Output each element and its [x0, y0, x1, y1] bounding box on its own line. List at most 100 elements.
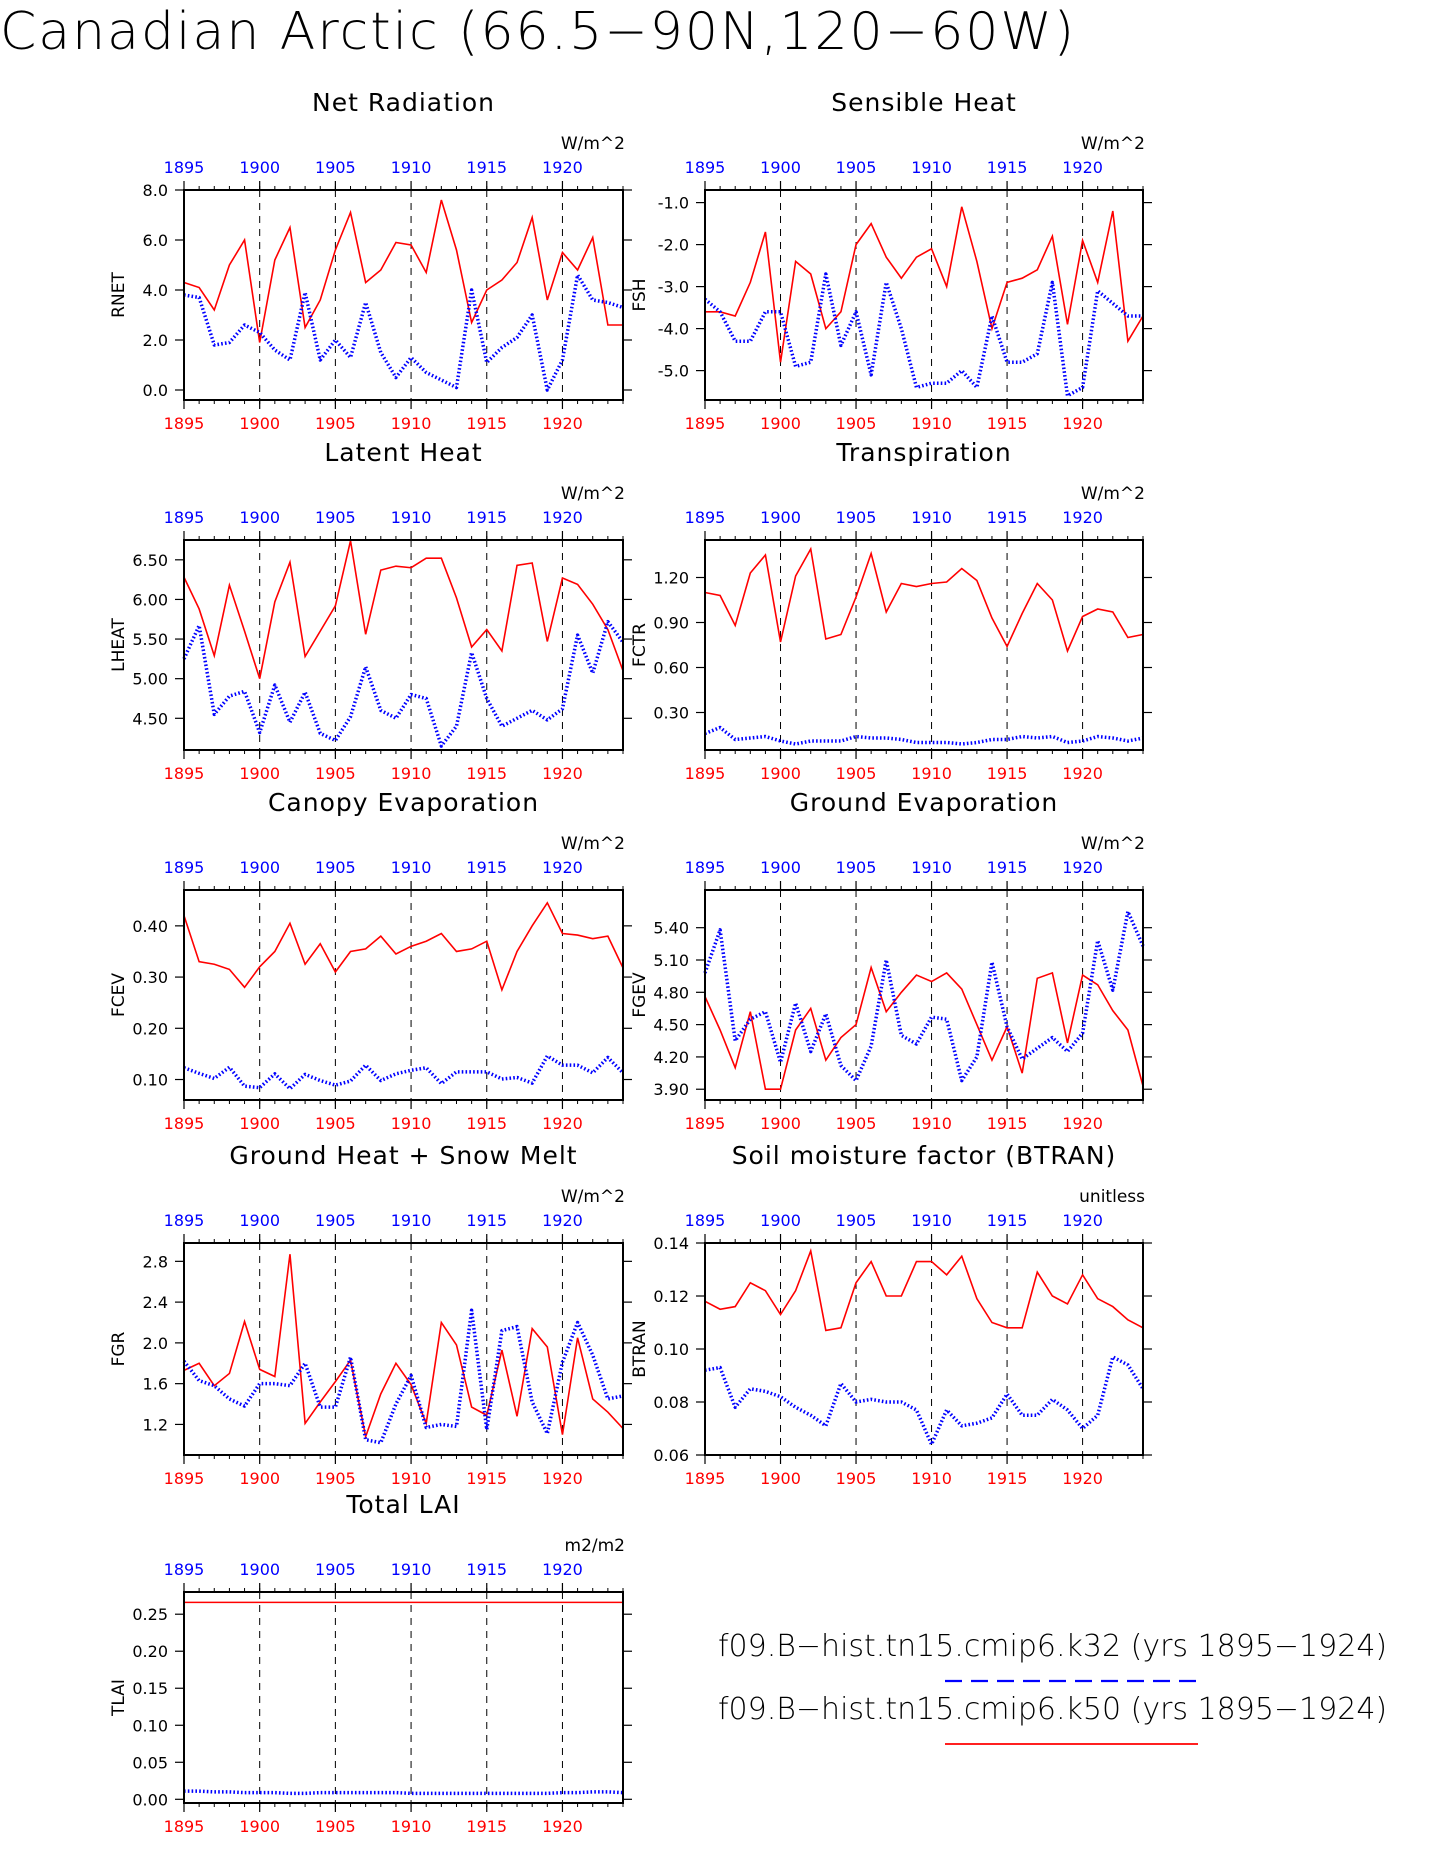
panel-title: Total LAI [345, 1490, 460, 1519]
x-tick-label-bottom: 1910 [391, 1817, 432, 1836]
y-tick-label: 4.50 [653, 1016, 689, 1035]
x-tick-label-bottom: 1910 [911, 414, 952, 433]
plot-frame [705, 190, 1143, 400]
x-tick-label-top: 1910 [391, 1560, 432, 1579]
y-tick-label: 0.00 [132, 1790, 168, 1809]
x-tick-label-top: 1910 [391, 858, 432, 877]
x-tick-label-top: 1920 [1062, 508, 1103, 527]
x-tick-label-bottom: 1900 [760, 1469, 801, 1488]
y-tick-label: 5.10 [653, 951, 689, 970]
x-tick-label-bottom: 1905 [315, 414, 356, 433]
series-line-k50 [705, 207, 1143, 362]
panel-7: Ground Heat + Snow Melt W/m^2 1895 1895 1900… [109, 1141, 632, 1488]
x-tick-label-bottom: 1920 [542, 1114, 583, 1133]
x-tick-label-bottom: 1895 [685, 414, 726, 433]
x-tick-label-top: 1915 [987, 858, 1028, 877]
y-tick-label: 0.0 [143, 381, 168, 400]
x-tick-label-top: 1900 [239, 158, 280, 177]
series-line-k50 [184, 200, 623, 343]
legend-label-k50: f09.B−hist.tn15.cmip6.k50 (yrs 1895−1924… [718, 1692, 1387, 1727]
series-line-k32 [705, 274, 1143, 396]
x-tick-label-bottom: 1895 [685, 1114, 726, 1133]
x-tick-label-top: 1910 [391, 158, 432, 177]
x-tick-label-bottom: 1900 [760, 1114, 801, 1133]
x-tick-label-bottom: 1910 [391, 1114, 432, 1133]
x-tick-label-top: 1920 [1062, 1211, 1103, 1230]
plot-frame [705, 540, 1143, 750]
x-tick-label-bottom: 1900 [239, 414, 280, 433]
panel-title: Net Radiation [312, 88, 495, 117]
series-line-k50 [705, 1251, 1143, 1331]
x-tick-label-top: 1895 [164, 508, 205, 527]
x-tick-label-top: 1920 [1062, 858, 1103, 877]
x-tick-label-bottom: 1910 [391, 414, 432, 433]
units-label: unitless [1079, 1187, 1145, 1207]
series-line-k50 [184, 903, 623, 990]
series-line-k50 [705, 549, 1143, 651]
series-line-k32 [184, 1310, 623, 1443]
x-tick-label-top: 1895 [164, 158, 205, 177]
x-tick-label-top: 1910 [911, 1211, 952, 1230]
y-axis-label: BTRAN [630, 1320, 650, 1378]
figure-canvas: Net Radiation W/m^2 1895 1895 1900 1900 1905 19… [0, 0, 1454, 1849]
y-tick-label: 0.20 [132, 1019, 168, 1038]
x-tick-label-top: 1905 [315, 1211, 356, 1230]
x-tick-label-bottom: 1920 [1062, 414, 1103, 433]
x-tick-label-bottom: 1920 [542, 1817, 583, 1836]
y-tick-label: 0.10 [132, 1716, 168, 1735]
x-tick-label-bottom: 1915 [466, 764, 507, 783]
x-tick-label-bottom: 1910 [911, 1469, 952, 1488]
x-tick-label-bottom: 1910 [911, 764, 952, 783]
x-tick-label-bottom: 1895 [164, 414, 205, 433]
y-tick-label: -4.0 [658, 320, 689, 339]
y-tick-label: 0.90 [653, 614, 689, 633]
x-tick-label-bottom: 1905 [315, 1817, 356, 1836]
x-tick-label-bottom: 1900 [760, 414, 801, 433]
x-tick-label-bottom: 1895 [685, 1469, 726, 1488]
y-tick-label: 0.06 [653, 1446, 689, 1465]
y-tick-label: 2.0 [143, 1334, 168, 1353]
y-axis-label: TLAI [109, 1679, 129, 1717]
x-tick-label-bottom: 1895 [164, 1817, 205, 1836]
x-tick-label-bottom: 1905 [315, 764, 356, 783]
x-tick-label-top: 1905 [315, 1560, 356, 1579]
units-label: W/m^2 [561, 834, 625, 854]
x-tick-label-top: 1915 [987, 158, 1028, 177]
panel-title: Ground Evaporation [790, 788, 1058, 817]
x-tick-label-top: 1915 [466, 1560, 507, 1579]
panel-title: Soil moisture factor (BTRAN) [732, 1141, 1117, 1170]
x-tick-label-bottom: 1900 [239, 1114, 280, 1133]
panel-title: Ground Heat + Snow Melt [229, 1141, 577, 1170]
x-tick-label-top: 1920 [1062, 158, 1103, 177]
x-tick-label-bottom: 1905 [836, 414, 877, 433]
y-tick-label: 0.15 [132, 1679, 168, 1698]
x-tick-label-top: 1915 [466, 1211, 507, 1230]
x-tick-label-bottom: 1915 [466, 1114, 507, 1133]
units-label: W/m^2 [561, 484, 625, 504]
series-line-k32 [184, 275, 623, 390]
y-tick-label: -5.0 [658, 362, 689, 381]
y-tick-label: 6.0 [143, 231, 168, 250]
y-tick-label: 1.2 [143, 1415, 168, 1434]
x-tick-label-bottom: 1915 [466, 1469, 507, 1488]
panel-1: Net Radiation W/m^2 1895 1895 1900 1900 1905 19… [109, 88, 632, 433]
x-tick-label-top: 1900 [239, 508, 280, 527]
y-tick-label: 0.30 [132, 968, 168, 987]
units-label: W/m^2 [1081, 134, 1145, 154]
x-tick-label-bottom: 1915 [987, 764, 1028, 783]
x-tick-label-bottom: 1895 [685, 764, 726, 783]
units-label: W/m^2 [561, 1187, 625, 1207]
x-tick-label-bottom: 1910 [391, 764, 432, 783]
plot-frame [184, 540, 623, 750]
panel-5: Canopy Evaporation W/m^2 1895 1895 1900 1900 1… [109, 788, 632, 1133]
series-line-k32 [705, 1357, 1143, 1444]
x-tick-label-top: 1900 [239, 1560, 280, 1579]
plot-frame [184, 1243, 623, 1455]
y-axis-label: FGEV [630, 972, 650, 1018]
x-tick-label-top: 1895 [164, 1211, 205, 1230]
panel-9: Total LAI m2/m2 1895 1895 1900 1900 1905 1905 19… [109, 1490, 632, 1836]
y-tick-label: 1.6 [143, 1375, 168, 1394]
x-tick-label-top: 1920 [542, 1560, 583, 1579]
x-tick-label-bottom: 1900 [239, 1817, 280, 1836]
y-tick-label: 6.50 [132, 551, 168, 570]
